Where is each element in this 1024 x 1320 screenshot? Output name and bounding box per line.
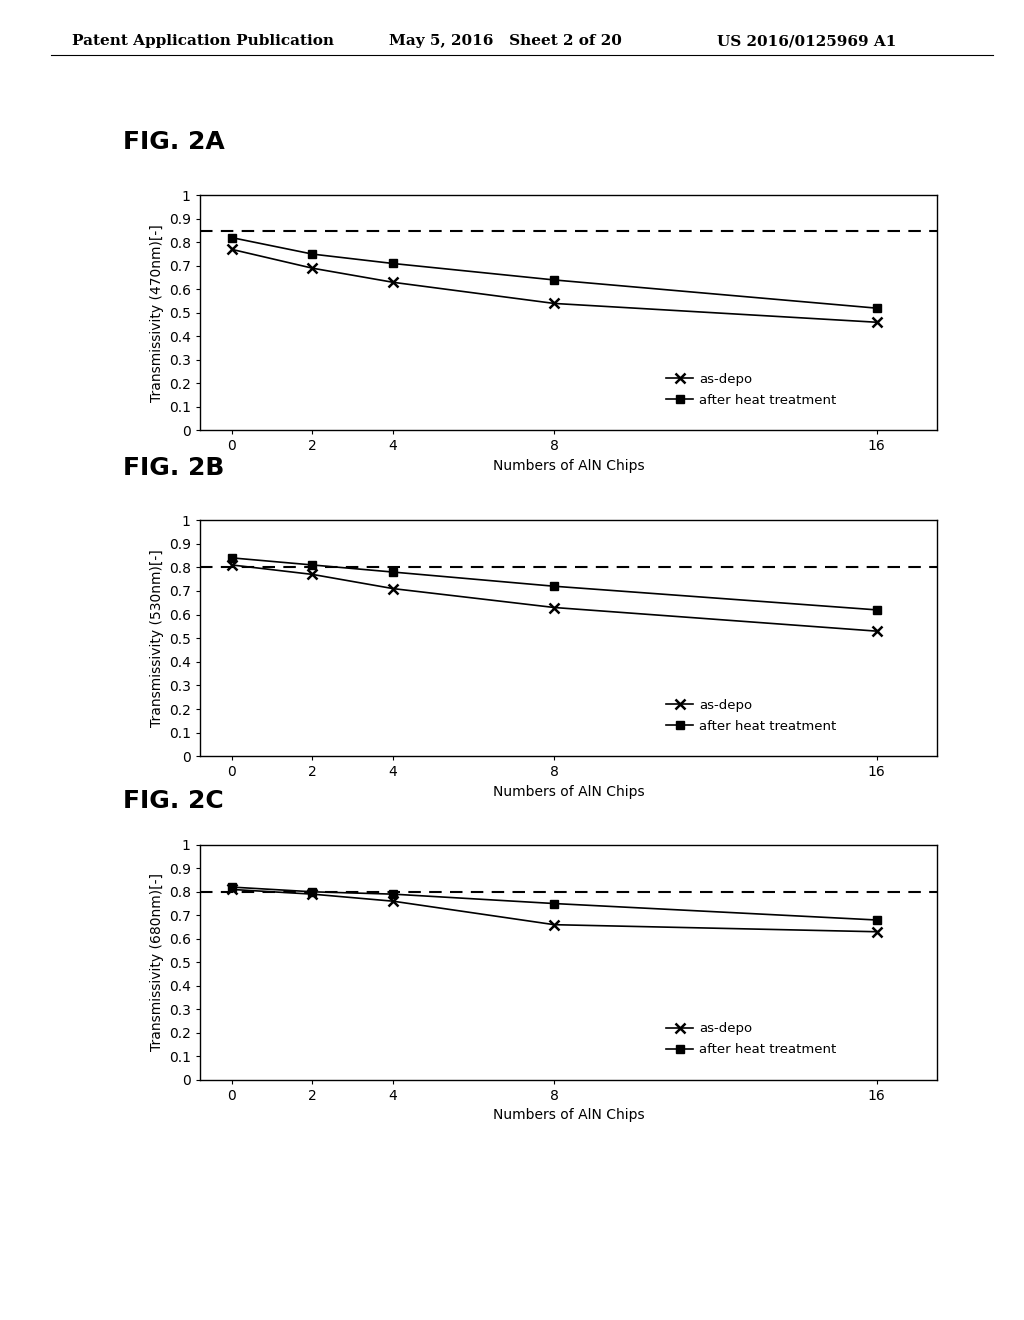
X-axis label: Numbers of AlN Chips: Numbers of AlN Chips xyxy=(493,785,644,799)
after heat treatment xyxy=(306,247,318,263)
Line: after heat treatment: after heat treatment xyxy=(227,234,881,313)
Text: US 2016/0125969 A1: US 2016/0125969 A1 xyxy=(717,34,896,49)
as-depo xyxy=(387,894,399,909)
as-depo xyxy=(306,260,318,276)
Line: as-depo: as-depo xyxy=(227,884,882,937)
as-depo xyxy=(225,557,238,573)
Line: as-depo: as-depo xyxy=(227,244,882,327)
as-depo xyxy=(225,242,238,257)
Line: as-depo: as-depo xyxy=(227,560,882,636)
after heat treatment xyxy=(387,886,399,902)
Text: FIG. 2C: FIG. 2C xyxy=(123,789,223,813)
Text: FIG. 2A: FIG. 2A xyxy=(123,131,224,154)
after heat treatment xyxy=(870,602,883,618)
as-depo xyxy=(306,566,318,582)
Text: May 5, 2016   Sheet 2 of 20: May 5, 2016 Sheet 2 of 20 xyxy=(389,34,622,49)
as-depo xyxy=(548,296,560,312)
Legend: as-depo, after heat treatment: as-depo, after heat treatment xyxy=(662,693,842,738)
Y-axis label: Transmissivity (470nm)[-]: Transmissivity (470nm)[-] xyxy=(151,224,165,401)
after heat treatment xyxy=(387,256,399,272)
after heat treatment xyxy=(548,578,560,594)
Text: Patent Application Publication: Patent Application Publication xyxy=(72,34,334,49)
after heat treatment xyxy=(870,300,883,315)
as-depo xyxy=(870,924,883,940)
as-depo xyxy=(387,275,399,290)
after heat treatment xyxy=(225,879,238,895)
Legend: as-depo, after heat treatment: as-depo, after heat treatment xyxy=(662,1016,842,1061)
X-axis label: Numbers of AlN Chips: Numbers of AlN Chips xyxy=(493,1109,644,1122)
Line: after heat treatment: after heat treatment xyxy=(227,553,881,614)
Line: after heat treatment: after heat treatment xyxy=(227,883,881,924)
Text: FIG. 2B: FIG. 2B xyxy=(123,457,224,480)
after heat treatment xyxy=(306,557,318,573)
after heat treatment xyxy=(870,912,883,928)
after heat treatment xyxy=(387,564,399,579)
after heat treatment xyxy=(225,550,238,566)
after heat treatment xyxy=(548,272,560,288)
as-depo xyxy=(306,886,318,902)
as-depo xyxy=(548,917,560,933)
as-depo xyxy=(387,581,399,597)
Legend: as-depo, after heat treatment: as-depo, after heat treatment xyxy=(662,367,842,412)
as-depo xyxy=(225,882,238,898)
Y-axis label: Transmissivity (680nm)[-]: Transmissivity (680nm)[-] xyxy=(151,874,165,1051)
as-depo xyxy=(870,623,883,639)
after heat treatment xyxy=(225,230,238,246)
after heat treatment xyxy=(306,884,318,900)
as-depo xyxy=(870,314,883,330)
Y-axis label: Transmissivity (530nm)[-]: Transmissivity (530nm)[-] xyxy=(151,549,165,727)
X-axis label: Numbers of AlN Chips: Numbers of AlN Chips xyxy=(493,459,644,473)
after heat treatment xyxy=(548,895,560,911)
as-depo xyxy=(548,599,560,615)
